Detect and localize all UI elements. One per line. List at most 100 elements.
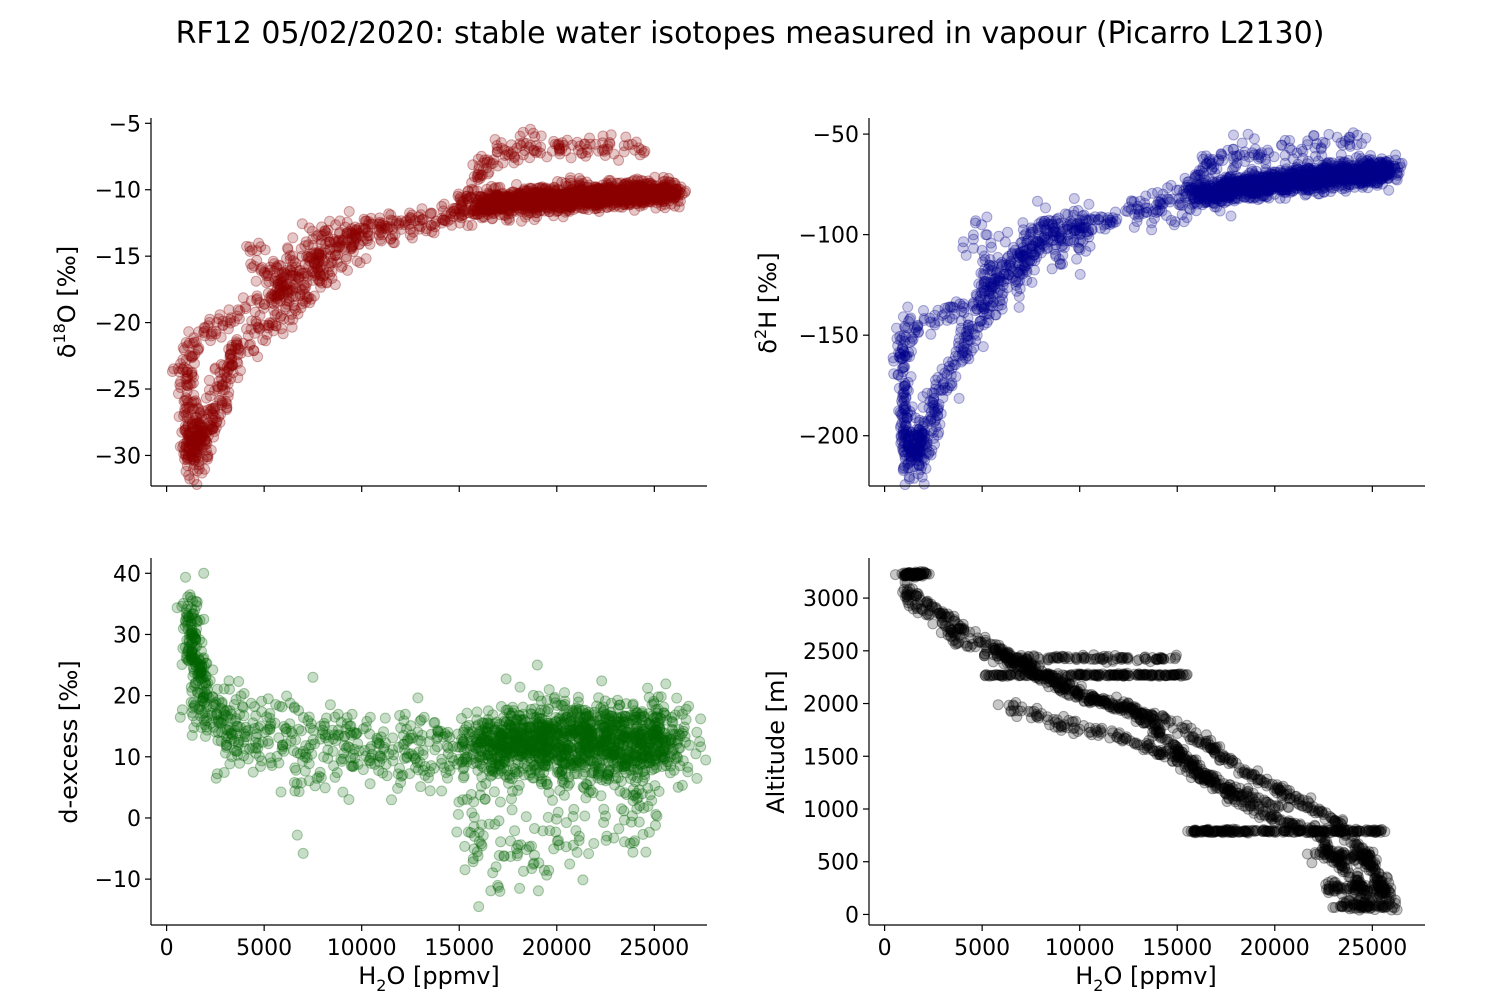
d2h-point <box>934 418 946 430</box>
d18o-point <box>182 449 194 461</box>
d2h-point <box>1068 193 1080 204</box>
d18o-point <box>199 330 211 342</box>
panel-d18o: −30−25−20−15−10−5 δ18O [‰] <box>50 112 707 492</box>
d18o-point <box>287 250 299 262</box>
d18o-point <box>269 290 281 302</box>
d18o-point <box>198 405 209 417</box>
d2h-point <box>962 350 974 362</box>
d2h-point <box>1018 262 1030 274</box>
d2h-point <box>1190 205 1202 217</box>
d18o-point <box>601 177 612 189</box>
d18o-point <box>195 421 207 432</box>
d18o-point <box>472 153 484 165</box>
d18o-point <box>209 362 221 374</box>
d18o-point <box>173 411 185 423</box>
d18o-point <box>186 423 198 434</box>
d18o-point <box>166 366 178 377</box>
d2h-point <box>983 314 994 326</box>
d2h-point <box>1074 268 1086 280</box>
d18o-point <box>203 374 215 386</box>
d2h-point <box>955 326 967 338</box>
d18o-point <box>183 431 195 442</box>
d18o-point <box>399 216 411 228</box>
d18o-point <box>188 443 200 455</box>
d18o-point <box>248 260 260 272</box>
d2h-point <box>1248 133 1260 145</box>
d18o-point <box>193 428 205 440</box>
d18o-point <box>426 207 438 219</box>
d18o-point <box>194 439 206 451</box>
d2h-point <box>1239 182 1251 194</box>
d2h-point <box>1391 166 1403 178</box>
d18o-point <box>578 138 590 150</box>
d18o-point <box>177 441 189 453</box>
d18o-point <box>188 336 200 348</box>
d18o-point <box>182 429 194 441</box>
d18o-point <box>189 454 201 466</box>
d2h-point <box>1168 219 1180 231</box>
d2h-point <box>992 251 1004 263</box>
d18o-point <box>316 249 328 261</box>
d18o-point <box>197 421 209 432</box>
d18o-point <box>213 313 225 325</box>
d18o-point <box>393 219 405 231</box>
d2h-point <box>937 384 949 396</box>
d18o-point <box>190 428 202 440</box>
d18o-point <box>483 166 495 178</box>
d18o-point <box>199 435 211 447</box>
d18o-point <box>191 465 203 477</box>
d18o-point <box>182 428 194 440</box>
d18o-point <box>185 448 197 460</box>
d2h-point <box>1308 130 1320 141</box>
d18o-point <box>612 197 624 208</box>
d18o-point <box>175 382 187 394</box>
d18o-point <box>185 453 197 465</box>
d18o-point <box>191 430 203 442</box>
d18o-point <box>657 183 669 195</box>
d2h-point <box>1225 210 1237 222</box>
d18o-point <box>197 422 208 434</box>
d18o-point <box>184 428 196 440</box>
d18o-point <box>515 140 527 152</box>
d18o-point <box>313 246 325 258</box>
d18o-point <box>189 438 201 449</box>
d2h-point <box>1146 217 1158 229</box>
d18o-point <box>558 139 570 151</box>
d18o-point <box>180 440 192 452</box>
d18o-point <box>273 285 285 297</box>
d18o-point <box>322 224 334 236</box>
d2h-point <box>1177 189 1189 200</box>
d18o-point <box>306 266 318 278</box>
d18o-point <box>193 444 205 455</box>
d2h-point <box>1356 138 1368 150</box>
d18o-point <box>190 452 202 464</box>
d18o-point <box>193 421 205 433</box>
d2h-ylabel: δ2H [‰] <box>751 252 782 353</box>
d2h-point <box>902 301 914 313</box>
d18o-point <box>182 435 194 447</box>
d18o-point <box>324 215 336 227</box>
d18o-point <box>648 184 660 196</box>
d2h-point <box>1324 168 1336 179</box>
d2h-point <box>899 420 911 432</box>
d18o-point <box>221 404 233 416</box>
d18o-point <box>196 427 208 439</box>
d18o-point <box>178 438 190 450</box>
d18o-point <box>184 445 196 456</box>
d18o-point <box>529 131 541 143</box>
d18o-point <box>214 309 226 321</box>
d18o-point <box>182 397 194 408</box>
d18o-point <box>186 434 198 446</box>
d18o-point <box>404 223 416 235</box>
d18o-point <box>196 413 208 425</box>
d18o-point <box>592 191 603 203</box>
d2h-point <box>1002 226 1014 238</box>
d18o-point <box>346 223 358 235</box>
d18o-point <box>290 261 302 273</box>
d2h-point <box>1306 164 1318 176</box>
d18o-point <box>198 322 210 334</box>
d18o-point <box>578 181 590 193</box>
d2h-point <box>971 303 983 315</box>
d18o-point <box>183 450 195 462</box>
d18o-point <box>549 138 561 150</box>
